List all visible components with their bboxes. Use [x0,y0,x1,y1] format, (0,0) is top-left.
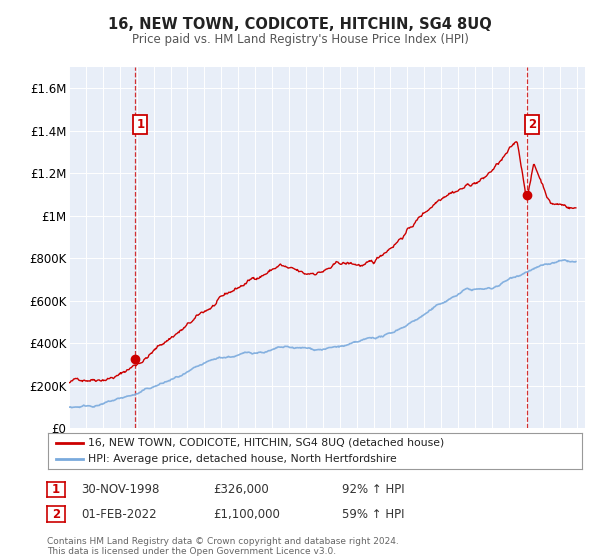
Text: This data is licensed under the Open Government Licence v3.0.: This data is licensed under the Open Gov… [47,547,336,556]
Text: 1: 1 [52,483,60,496]
Text: 2: 2 [52,507,60,521]
Text: 2: 2 [528,118,536,131]
Text: 1: 1 [136,118,145,131]
Text: £1,100,000: £1,100,000 [213,507,280,521]
Text: Contains HM Land Registry data © Crown copyright and database right 2024.: Contains HM Land Registry data © Crown c… [47,537,398,546]
Text: 16, NEW TOWN, CODICOTE, HITCHIN, SG4 8UQ: 16, NEW TOWN, CODICOTE, HITCHIN, SG4 8UQ [108,17,492,31]
Text: 59% ↑ HPI: 59% ↑ HPI [342,507,404,521]
Text: HPI: Average price, detached house, North Hertfordshire: HPI: Average price, detached house, Nort… [88,454,397,464]
Text: £326,000: £326,000 [213,483,269,496]
Text: 01-FEB-2022: 01-FEB-2022 [81,507,157,521]
Text: 30-NOV-1998: 30-NOV-1998 [81,483,160,496]
Text: Price paid vs. HM Land Registry's House Price Index (HPI): Price paid vs. HM Land Registry's House … [131,32,469,46]
Text: 16, NEW TOWN, CODICOTE, HITCHIN, SG4 8UQ (detached house): 16, NEW TOWN, CODICOTE, HITCHIN, SG4 8UQ… [88,438,444,448]
Text: 92% ↑ HPI: 92% ↑ HPI [342,483,404,496]
